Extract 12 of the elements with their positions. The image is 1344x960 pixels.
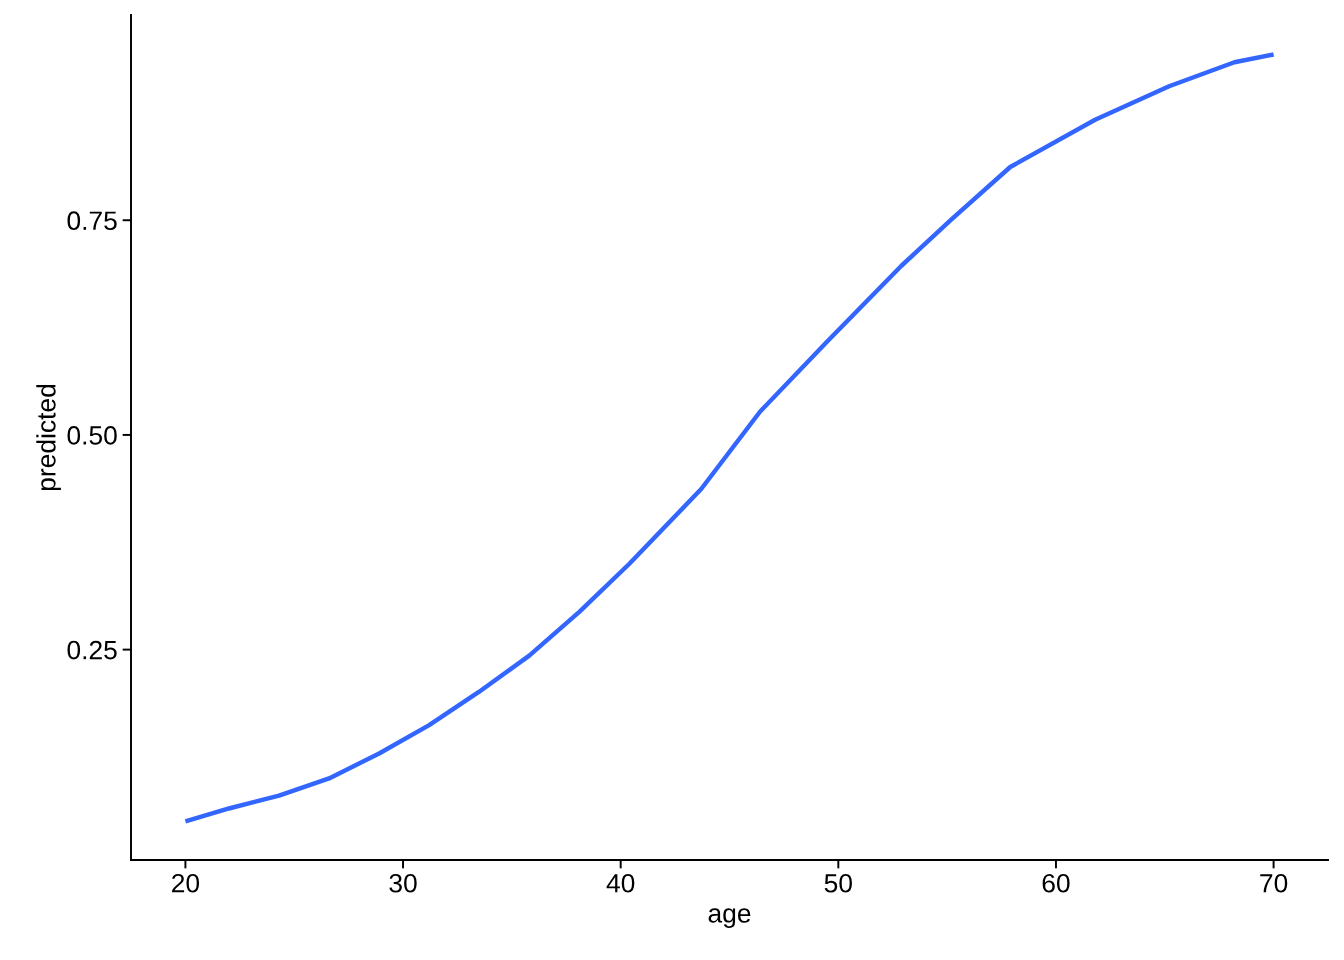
x-axis-title: age xyxy=(708,908,751,928)
y-tick-label: 0.25 xyxy=(67,640,117,660)
y-axis-title: predicted xyxy=(36,384,61,491)
y-tick-label: 0.75 xyxy=(67,211,117,231)
x-tick-label: 70 xyxy=(1260,873,1288,893)
line-series xyxy=(183,52,1276,824)
x-tick-label: 20 xyxy=(172,873,200,893)
x-tick-label: 50 xyxy=(824,873,852,893)
x-tick-label: 30 xyxy=(389,873,417,893)
x-tick-label: 60 xyxy=(1042,873,1070,893)
x-tick-label: 40 xyxy=(606,873,635,893)
y-tick-label: 0.50 xyxy=(67,426,117,445)
